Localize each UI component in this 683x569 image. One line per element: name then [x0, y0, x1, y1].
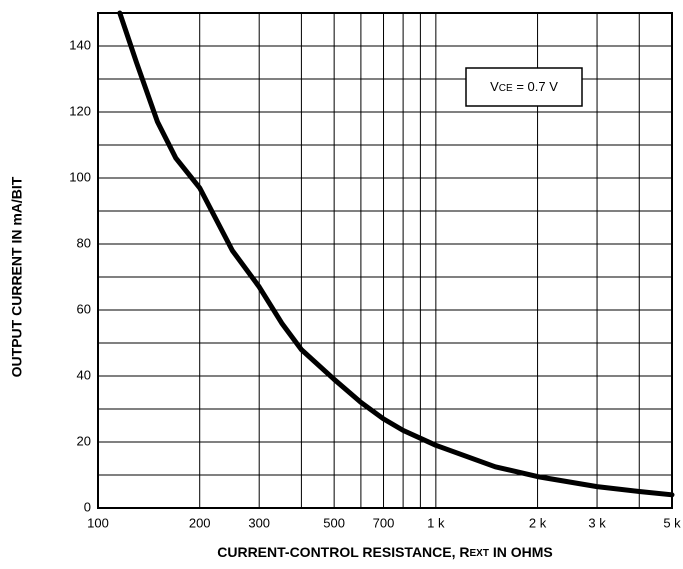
y-tick-label: 120 [69, 103, 91, 118]
y-axis-label: OUTPUT CURRENT IN mA/BIT [9, 176, 25, 377]
x-tick-label: 2 k [529, 515, 547, 530]
x-label-sub: EXT [470, 548, 489, 559]
x-tick-label: 200 [189, 515, 211, 530]
y-tick-label: 20 [77, 433, 91, 448]
annotation-box [465, 67, 583, 107]
x-label-rest: IN OHMS [489, 544, 553, 560]
y-tick-label: 100 [69, 169, 91, 184]
x-tick-label: 100 [87, 515, 109, 530]
x-tick-label: 500 [323, 515, 345, 530]
annotation: VCE = 0.7 V [490, 79, 558, 94]
x-tick-label: 700 [373, 515, 395, 530]
x-label-main: CURRENT-CONTROL RESISTANCE, R [217, 544, 469, 560]
x-tick-label: 300 [248, 515, 270, 530]
annotation-sub: CE [499, 83, 513, 94]
y-tick-label: 80 [77, 235, 91, 250]
y-tick-label: 40 [77, 367, 91, 382]
annotation-rest: = 0.7 V [513, 79, 558, 94]
x-tick-label: 3 k [588, 515, 606, 530]
plot-frame [97, 12, 673, 509]
curve [117, 10, 675, 498]
x-tick-label: 1 k [427, 515, 445, 530]
annotation-main: V [490, 79, 499, 94]
y-tick-label: 140 [69, 37, 91, 52]
x-tick-label: 5 k [663, 515, 681, 530]
y-tick-label: 0 [84, 499, 91, 514]
y-tick-label: 60 [77, 301, 91, 316]
x-axis-label: CURRENT-CONTROL RESISTANCE, REXT IN OHMS [217, 544, 553, 560]
